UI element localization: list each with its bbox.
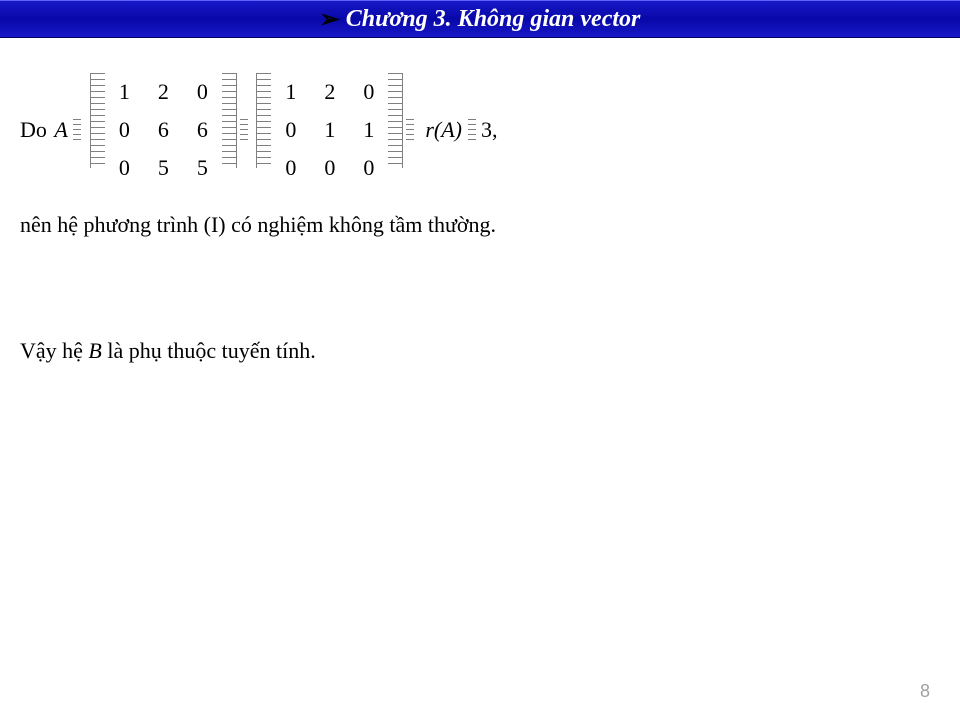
slide-content: Do A 1 2 0 0 6 6 0 (0, 38, 960, 364)
conclusion-line-2: Vậy hệ B là phụ thuộc tuyến tính. (20, 338, 940, 364)
m1-r0c2: 0 (183, 73, 222, 111)
para2-pre: Vậy hệ (20, 338, 88, 363)
m1-r1c0: 0 (105, 111, 144, 149)
para2-post: là phụ thuộc tuyến tính. (102, 338, 316, 363)
m2-r1c1: 1 (310, 111, 349, 149)
m1-r1c1: 6 (144, 111, 183, 149)
m1-r0c1: 2 (144, 73, 183, 111)
m1-r0c0: 1 (105, 73, 144, 111)
conclusion-line-1: nên hệ phương trình (I) có nghiệm không … (20, 212, 940, 238)
rank-value: 3, (481, 117, 498, 143)
rank-expr: r(A) (425, 117, 462, 143)
chapter-header: ➢ Chương 3. Không gian vector (0, 0, 960, 38)
m2-r2c1: 0 (310, 149, 349, 187)
m2-r2c2: 0 (349, 149, 388, 187)
hatch-icon (73, 119, 81, 141)
m1-r2c2: 5 (183, 149, 222, 187)
m2-r2c0: 0 (271, 149, 310, 187)
m1-r2c1: 5 (144, 149, 183, 187)
text-do: Do (20, 117, 47, 143)
equation-line: Do A 1 2 0 0 6 6 0 (20, 73, 940, 187)
m2-r1c2: 1 (349, 111, 388, 149)
chapter-title: Chương 3. Không gian vector (346, 6, 641, 33)
m2-r0c2: 0 (349, 73, 388, 111)
header-arrow-icon: ➢ (320, 5, 340, 34)
m1-r1c2: 6 (183, 111, 222, 149)
matrix-1: 1 2 0 0 6 6 0 5 5 (90, 73, 237, 187)
m1-r2c0: 0 (105, 149, 144, 187)
page-number: 8 (920, 681, 930, 702)
m2-r0c0: 1 (271, 73, 310, 111)
hatch-icon (468, 119, 476, 141)
hatch-icon (240, 119, 248, 141)
hatch-icon (406, 119, 414, 141)
symbol-A: A (54, 117, 67, 143)
symbol-B: B (88, 338, 101, 363)
matrix-2: 1 2 0 0 1 1 0 0 0 (256, 73, 403, 187)
m2-r1c0: 0 (271, 111, 310, 149)
m2-r0c1: 2 (310, 73, 349, 111)
